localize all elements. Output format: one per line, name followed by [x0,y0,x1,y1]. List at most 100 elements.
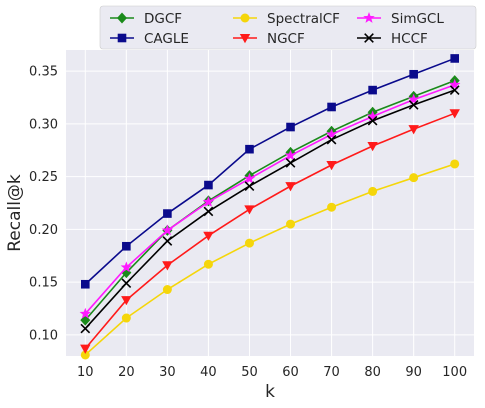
legend-item-simgcl: SimGCL [357,11,444,27]
legend-box [99,5,477,50]
legend-item-cagle: CAGLE [110,31,189,47]
x-tick-label: 30 [159,365,176,380]
legend-label: SimGCL [391,11,444,27]
data-point-hccf [80,323,91,334]
x-tick-label: 40 [200,365,217,380]
data-point-cagle [286,122,295,132]
x-tick-label: 60 [282,365,299,380]
series-cagle [80,54,460,289]
data-point-spectralcf [80,350,90,360]
data-point-hccf [162,236,173,246]
data-point-spectralcf [203,259,213,269]
data-point-cagle [245,144,254,154]
y-tick-label: 0.35 [29,65,58,80]
legend-marker [240,13,250,23]
data-point-ngcf [162,261,173,271]
legend: DGCF CAGLE SpectralCF NGCF SimGCL HCCF [99,5,477,50]
series-line-ngcf [84,112,455,350]
series-line-hccf [84,89,455,330]
series-line-cagle [84,57,455,285]
data-point-spectralcf [327,202,337,212]
data-point-ngcf [244,205,255,215]
data-point-cagle [450,54,460,63]
data-point-hccf [449,85,460,95]
data-point-ngcf [203,231,214,241]
series-layer [79,54,461,360]
data-point-cagle [409,69,418,79]
data-point-hccf [244,181,255,191]
data-point-cagle [122,241,131,251]
x-tick-label: 50 [241,365,258,380]
y-tick-label: 0.20 [29,223,58,238]
x-tick-label: 70 [323,365,340,380]
legend-item-spectralcf: SpectralCF [233,11,340,27]
data-point-ngcf [449,109,460,119]
legend-item-hccf: HCCF [357,31,428,47]
data-point-simgcl [407,93,420,105]
x-tick-label: 80 [364,365,381,380]
x-tick-label: 10 [77,365,94,380]
data-point-cagle [163,209,172,218]
x-tick-label: 100 [442,365,467,380]
series-ngcf [80,109,460,354]
series-simgcl [79,78,461,319]
series-line-spectralcf [84,163,455,356]
series-line-simgcl [84,84,455,315]
data-point-spectralcf [244,238,254,248]
data-point-spectralcf [409,173,419,183]
y-tick-label: 0.10 [29,328,58,343]
data-point-ngcf [326,161,337,171]
x-tick-label: 20 [118,365,135,380]
data-point-simgcl [161,224,174,236]
x-tick-label: 90 [405,365,422,380]
data-point-hccf [203,206,214,217]
legend-label: CAGLE [144,31,189,47]
legend-label: NGCF [267,31,305,47]
data-point-simgcl [243,172,256,184]
data-point-spectralcf [368,186,378,196]
series-spectralcf [80,159,460,360]
y-tick-label: 0.15 [29,276,58,291]
data-point-simgcl [366,110,379,122]
data-point-simgcl [325,128,338,140]
data-point-hccf [367,115,378,126]
tick-labels: 10 20 30 40 50 60 70 80 90 100 0.10 0.15 0.20 0.25 0.3… [29,65,467,380]
series-line-dgcf [84,79,455,321]
y-tick-label: 0.25 [29,170,58,185]
data-point-hccf [121,278,132,289]
legend-marker [364,33,374,43]
data-point-ngcf [80,344,91,354]
legend-label: HCCF [391,31,428,47]
data-point-hccf [326,134,337,145]
data-point-cagle [204,180,213,190]
data-point-ngcf [121,296,132,306]
data-point-cagle [80,279,90,289]
legend-marker [117,33,127,43]
x-axis-label: k [265,382,275,402]
legend-marker [239,34,251,44]
data-point-ngcf [367,142,378,152]
legend-label: DGCF [144,11,182,27]
data-point-hccf [285,158,296,168]
data-point-spectralcf [121,313,131,323]
data-point-simgcl [284,149,297,161]
data-point-ngcf [285,182,296,192]
legend-item-dgcf: DGCF [110,11,182,27]
data-point-simgcl [79,307,91,319]
legend-item-ngcf: NGCF [233,31,305,47]
y-tick-label: 0.30 [29,117,58,132]
data-point-hccf [408,100,419,110]
legend-label: SpectralCF [267,11,340,27]
data-point-cagle [368,85,377,95]
data-point-simgcl [449,78,461,90]
legend-marker [363,12,375,23]
data-point-spectralcf [450,159,460,169]
series-hccf [80,85,460,334]
data-point-spectralcf [286,219,296,229]
data-point-ngcf [408,125,419,135]
y-axis-label: Recall@k [5,174,25,252]
plot-area [66,50,474,356]
data-point-spectralcf [162,285,172,295]
data-point-simgcl [202,195,215,207]
